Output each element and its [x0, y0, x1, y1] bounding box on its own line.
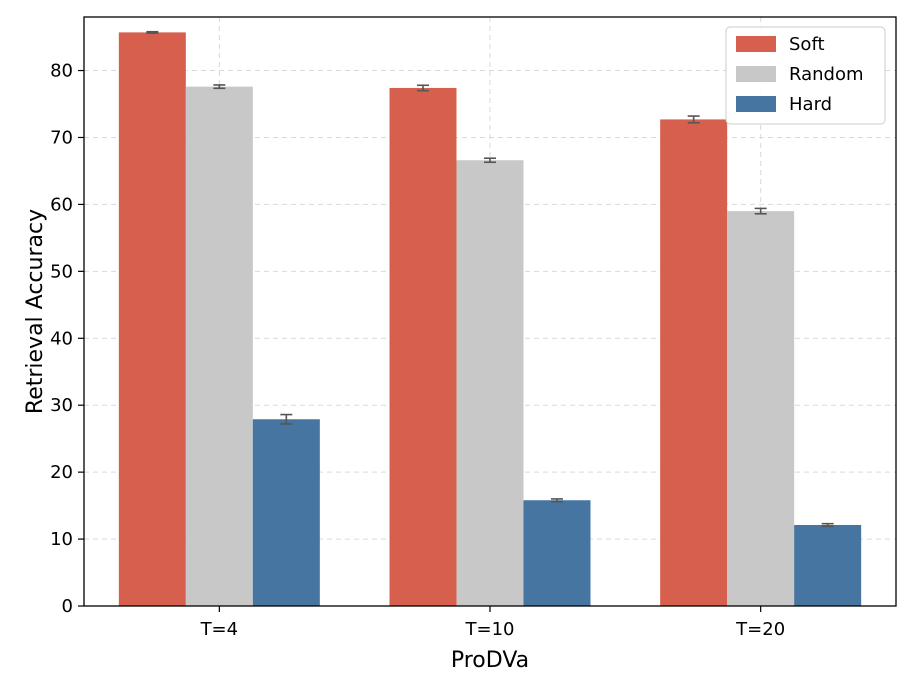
error-bar-soft-t10 — [417, 84, 429, 92]
error-bar-hard-t4 — [280, 413, 293, 425]
bar-soft-t4 — [118, 32, 186, 607]
bar-hard-t20 — [794, 525, 862, 606]
bar-hard-t4 — [252, 419, 320, 606]
legend-label-random: Random — [789, 64, 864, 85]
bar-random-t10 — [456, 160, 524, 607]
error-bar-soft-t20 — [687, 115, 700, 124]
y-tick-label: 40 — [50, 328, 73, 349]
legend-label-soft: Soft — [789, 34, 825, 55]
y-tick-label: 20 — [50, 462, 73, 483]
y-tick-label: 70 — [50, 127, 73, 148]
y-tick-label: 0 — [62, 596, 73, 617]
error-bar-random-t20 — [754, 207, 767, 215]
error-bars-layer — [146, 30, 834, 528]
legend-swatch-random — [736, 66, 776, 82]
bar-soft-t10 — [389, 87, 457, 606]
bar-hard-t10 — [523, 500, 591, 606]
y-tick-label: 50 — [50, 261, 73, 282]
x-axis-title: ProDVa — [451, 648, 529, 673]
error-bar-random-t4 — [213, 84, 226, 90]
x-axis: T=4 T=10 T=20 — [200, 606, 785, 640]
x-tick-label: T=20 — [735, 619, 785, 640]
bars-layer — [118, 32, 862, 607]
bar-random-t20 — [727, 211, 795, 606]
y-axis: 0 10 20 30 40 50 60 70 80 — [50, 61, 84, 617]
bar-random-t4 — [185, 86, 253, 607]
error-bar-soft-t4 — [146, 30, 159, 34]
y-axis-title: Retrieval Accuracy — [23, 209, 48, 414]
legend: Soft Random Hard — [725, 26, 886, 125]
y-tick-label: 60 — [50, 194, 73, 215]
legend-label-hard: Hard — [789, 94, 832, 115]
error-bar-hard-t10 — [551, 498, 563, 503]
x-tick-label: T=10 — [465, 619, 515, 640]
error-bar-random-t10 — [484, 157, 496, 164]
y-tick-label: 30 — [50, 395, 73, 416]
legend-swatch-soft — [736, 36, 776, 52]
legend-swatch-hard — [736, 96, 776, 112]
error-bar-hard-t20 — [821, 522, 834, 528]
x-tick-label: T=4 — [200, 619, 239, 640]
y-tick-label: 10 — [50, 529, 73, 550]
bar-soft-t20 — [660, 119, 728, 606]
y-tick-label: 80 — [50, 61, 73, 82]
